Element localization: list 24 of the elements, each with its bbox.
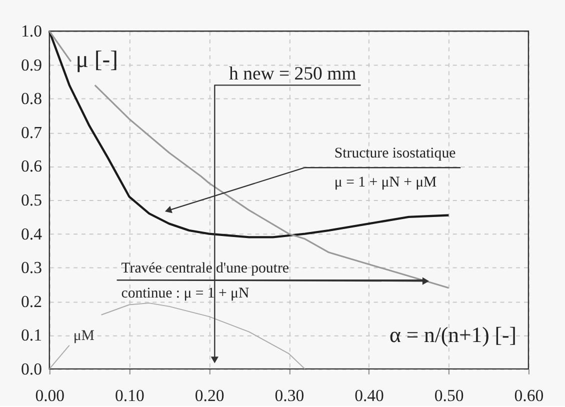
x-tick-label: 0.20: [194, 386, 224, 406]
x-tick-label: 0.00: [35, 386, 65, 406]
y-tick-label: 0.1: [20, 326, 42, 345]
y-tick-label: 0.6: [20, 156, 42, 176]
annotation: Travée centrale d'une poutre continue : μ = 1 + μN: [121, 260, 290, 302]
x-tick-label: 0.40: [354, 386, 384, 406]
x-tick-label: 0.30: [274, 386, 304, 406]
y-tick-label: 0.0: [20, 359, 42, 378]
x-tick-label: 0.60: [514, 386, 544, 406]
series-label: μM: [73, 328, 94, 344]
x-axis-title: α = n/(n+1) [-]: [390, 323, 516, 348]
y-tick-label: 0.5: [20, 190, 42, 210]
y-tick-label: 0.4: [20, 224, 43, 244]
y-tick-label: 0.8: [20, 89, 42, 108]
y-tick-label: 0.7: [20, 122, 42, 142]
annotation: h new = 250 mm: [229, 63, 357, 84]
y-tick-label: 1.0: [20, 22, 42, 41]
x-tick-label: 0.50: [434, 386, 464, 406]
x-tick-label: 0.10: [115, 386, 144, 406]
y-tick-label: 0.9: [20, 55, 42, 74]
annotation: Structure isostatique μ = 1 + μN + μM: [334, 146, 456, 190]
y-axis-title: μ [-]: [76, 46, 118, 73]
y-tick-label: 0.3: [20, 258, 42, 278]
y-tick-label: 0.2: [20, 292, 42, 311]
